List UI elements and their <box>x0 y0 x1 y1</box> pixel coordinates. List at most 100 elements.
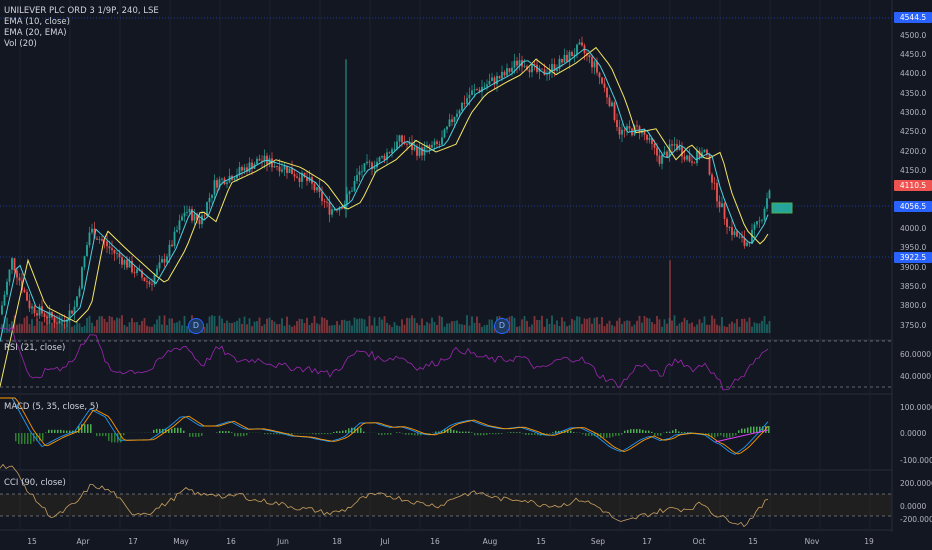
volume-bar <box>668 318 671 333</box>
volume-bar <box>151 326 153 333</box>
volume-bar <box>511 315 513 333</box>
macd-hist <box>225 431 227 433</box>
candle-body <box>711 174 713 183</box>
time-label: Nov <box>804 537 820 546</box>
macd-hist <box>552 432 554 433</box>
volume-bar <box>218 315 221 333</box>
volume-bar <box>51 322 53 333</box>
macd-hist <box>198 433 200 437</box>
candle-body <box>563 54 566 63</box>
candle-body <box>418 147 421 156</box>
volume-bar <box>706 324 708 333</box>
candle-body <box>133 272 136 274</box>
candle-body <box>751 229 753 244</box>
macd-hist <box>549 433 551 434</box>
dividend-marker[interactable]: D <box>494 318 510 334</box>
ema20-legend[interactable]: EMA (20, EMA) <box>4 28 67 38</box>
candle-body <box>611 102 613 107</box>
rsi-axis-label: 60.0000 <box>900 350 932 359</box>
time-label: 15 <box>748 537 758 546</box>
candle-body <box>3 294 6 306</box>
macd-hist <box>618 433 620 436</box>
candle-body <box>603 83 606 88</box>
macd-hist <box>612 433 614 437</box>
volume-bar <box>76 321 78 333</box>
time-label: 17 <box>642 537 652 546</box>
macd-hist <box>429 433 431 434</box>
candle-body <box>238 167 241 175</box>
volume-bar <box>466 315 468 333</box>
macd-hist <box>720 433 722 436</box>
volume-bar <box>536 319 538 333</box>
candle-body <box>486 84 488 87</box>
volume-bar <box>96 319 98 333</box>
candle-body <box>361 171 363 173</box>
candle-body <box>493 77 496 85</box>
candle-body <box>706 149 708 155</box>
candle-body <box>158 262 161 269</box>
time-label: Jun <box>277 537 289 546</box>
volume-bar <box>606 323 608 333</box>
candle-body <box>326 201 328 203</box>
volume-bar <box>516 326 518 333</box>
volume-bar <box>578 316 581 333</box>
candle-body <box>128 260 131 268</box>
volume-bar <box>206 323 208 333</box>
candle-body <box>613 102 616 121</box>
ema10-legend[interactable]: EMA (10, close) <box>4 17 70 27</box>
volume-bar <box>731 321 733 333</box>
volume-bar <box>46 315 48 333</box>
cci-axis-label: 200.0000 <box>900 479 932 488</box>
volume-bar <box>321 317 323 333</box>
macd-hist <box>153 429 155 433</box>
candle-body <box>588 55 591 58</box>
macd-hist <box>174 427 176 433</box>
candle-body <box>333 209 336 211</box>
volume-bar <box>696 324 698 333</box>
macd-hist <box>87 424 89 433</box>
volume-bar <box>391 326 393 333</box>
candle-body <box>136 269 138 274</box>
candle-body <box>278 166 281 172</box>
volume-bar <box>598 324 601 333</box>
candle-body <box>566 54 568 62</box>
volume-bar <box>293 325 296 333</box>
volume-bar <box>331 325 333 333</box>
macd-hist <box>732 433 734 437</box>
candle-body <box>213 180 216 195</box>
candle-body <box>236 174 238 179</box>
volume-bar <box>261 325 263 333</box>
candle-body <box>8 269 11 282</box>
rsi-legend[interactable]: RSI (21, close) <box>4 343 66 353</box>
volume-bar <box>576 316 578 333</box>
candle-body <box>426 145 428 148</box>
volume-bar <box>638 315 641 333</box>
volume-bar <box>393 322 396 333</box>
volume-bar <box>678 323 681 333</box>
candle-body <box>691 161 693 163</box>
candle-body <box>763 208 766 220</box>
volume-bar <box>521 319 523 333</box>
volume-bar <box>533 316 536 333</box>
cci-legend[interactable]: CCI (90, close) <box>4 478 66 488</box>
dividend-marker[interactable]: D <box>188 318 204 334</box>
candle-body <box>166 256 168 263</box>
macd-legend[interactable]: MACD (5, 35, close, 5) <box>4 402 99 412</box>
macd-hist <box>741 428 743 433</box>
volume-bar <box>756 323 758 333</box>
candle-body <box>31 306 33 309</box>
volume-bar <box>141 320 143 333</box>
volume-legend[interactable]: Vol (20) <box>4 39 37 49</box>
macd-hist <box>63 430 65 433</box>
macd-hist <box>519 432 521 433</box>
candle-body <box>501 71 503 79</box>
volume-bar <box>356 319 358 333</box>
macd-hist <box>597 433 599 437</box>
volume-bar <box>583 318 586 333</box>
volume-bar <box>736 318 738 333</box>
macd-hist <box>330 433 332 435</box>
volume-bar <box>688 323 691 333</box>
candle-body <box>178 220 181 230</box>
